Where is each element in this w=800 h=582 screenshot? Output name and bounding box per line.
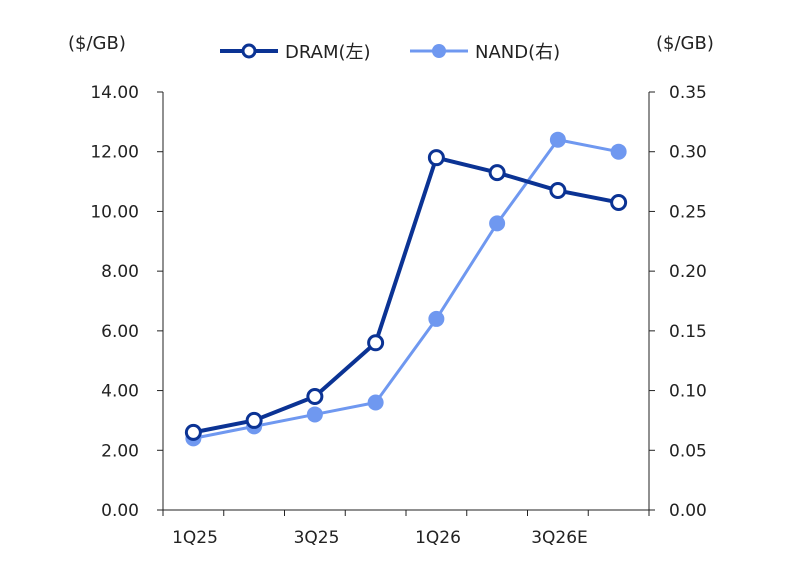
right-tick-label: 0.15 [669,322,707,342]
dram-data-point [306,388,324,406]
nand-data-point [367,394,384,411]
dram-data-point [427,149,445,167]
x-axis-ticks: 1Q25 3Q25 1Q26 3Q26E [162,510,650,548]
dram-series-line [192,155,620,435]
legend-nand-label: NAND(右) [475,42,560,63]
right-tick-label: 0.25 [669,202,707,222]
legend: DRAM(左) NAND(右) [220,42,560,63]
series-nand [185,131,627,447]
dram-data-point [488,164,506,182]
right-tick-label: 0.30 [669,143,707,163]
right-tick-label: 0.20 [669,262,707,282]
left-tick-label: 0.00 [101,501,139,521]
nand-data-point [489,215,506,232]
nand-data-point [610,143,627,160]
right-y-axis-ticks: 0.00 0.05 0.10 0.15 0.20 0.25 0.30 0.35 [649,83,707,521]
right-tick-label: 0.05 [669,441,707,461]
left-tick-label: 12.00 [90,143,139,163]
right-tick-label: 0.00 [669,501,707,521]
nand-data-point [306,406,323,423]
left-tick-label: 8.00 [101,262,139,282]
left-y-axis-ticks: 0.00 2.00 4.00 6.00 8.00 10.00 12.00 14.00 [90,83,163,521]
right-tick-label: 0.35 [669,83,707,103]
series-dram [184,149,628,441]
axes [162,92,650,511]
x-tick-label: 1Q26 [415,528,461,548]
x-tick-label: 3Q26E [531,528,588,548]
nand-data-point [549,131,566,148]
nand-data-point [428,310,445,327]
dram-data-point [184,423,202,441]
x-tick-label: 1Q25 [172,528,218,548]
dram-data-point [367,334,385,352]
x-tick-label: 3Q25 [294,528,340,548]
left-tick-label: 10.00 [90,202,139,222]
left-tick-label: 2.00 [101,441,139,461]
right-tick-label: 0.10 [669,382,707,402]
right-axis-unit-label: ($/GB) [656,33,714,54]
left-tick-label: 4.00 [101,382,139,402]
left-tick-label: 14.00 [90,83,139,103]
dram-data-point [610,193,628,211]
dram-data-point [549,182,567,200]
legend-nand-marker [432,44,446,58]
left-tick-label: 6.00 [101,322,139,342]
legend-dram-label: DRAM(左) [285,42,371,63]
legend-dram-marker [241,43,257,59]
dram-data-point [245,411,263,429]
left-axis-unit-label: ($/GB) [68,33,126,54]
nand-series-line [193,138,619,440]
series-layer [184,131,628,447]
